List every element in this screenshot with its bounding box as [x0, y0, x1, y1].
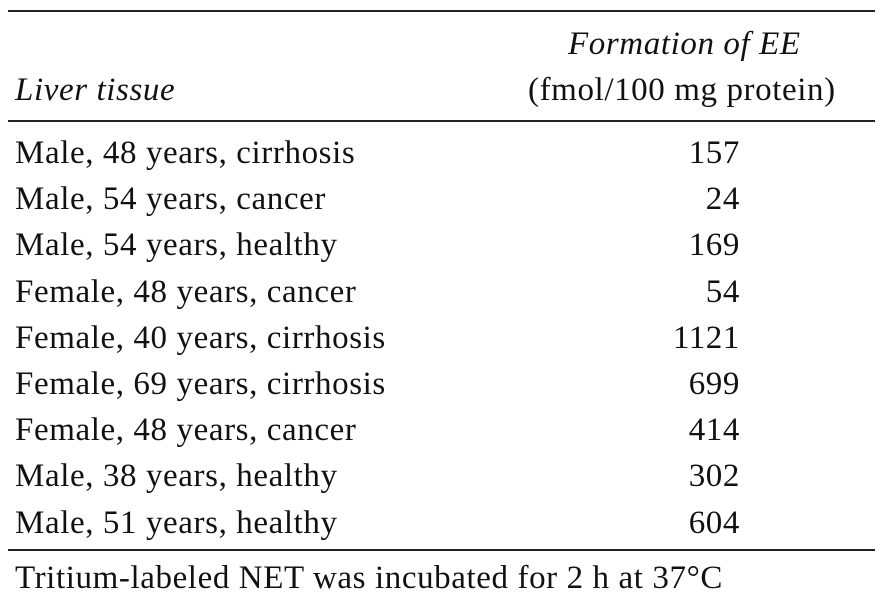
row-tissue: Female, 69 years, cirrhosis: [15, 366, 386, 402]
row-value: 302: [688, 458, 740, 495]
row-value: 414: [688, 412, 740, 449]
row-value: 169: [688, 227, 740, 264]
row-tissue: Female, 40 years, cirrhosis: [15, 319, 386, 356]
header-liver-tissue: Liver tissue: [15, 72, 176, 108]
row-value: 157: [688, 135, 740, 171]
bottom-rule: [8, 549, 875, 551]
row-value: 1121: [672, 319, 740, 356]
row-tissue: Male, 54 years, healthy: [15, 227, 338, 264]
row-tissue: Female, 48 years, cancer: [15, 412, 357, 449]
row-value: 24: [705, 181, 740, 218]
row-tissue: Male, 38 years, healthy: [15, 458, 338, 495]
footnote: Tritium-labeled NET was incubated for 2 …: [15, 560, 723, 596]
row-value: 54: [705, 273, 740, 310]
header-rule: [8, 120, 875, 122]
header-units: (fmol/100 mg protein): [528, 72, 836, 108]
row-tissue: Male, 48 years, cirrhosis: [15, 135, 356, 171]
row-value: 604: [688, 504, 740, 541]
header-formation: Formation of EE: [568, 26, 801, 62]
row-value: 699: [688, 366, 740, 402]
row-tissue: Male, 51 years, healthy: [15, 504, 338, 541]
row-tissue: Female, 48 years, cancer: [15, 273, 357, 310]
top-rule: [8, 10, 875, 12]
row-tissue: Male, 54 years, cancer: [15, 181, 326, 218]
